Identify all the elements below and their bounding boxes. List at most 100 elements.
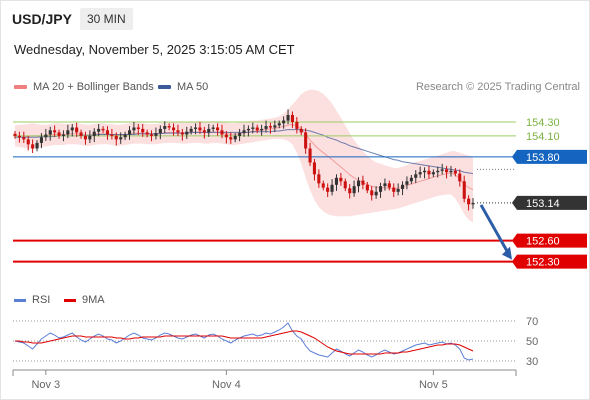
candle-body [330, 184, 334, 192]
candle-body [61, 134, 65, 136]
candle-body [172, 127, 176, 131]
candle-body [167, 126, 171, 128]
candle-body [207, 128, 211, 133]
forecast-arrow-line [479, 204, 511, 256]
chart-datetime: Wednesday, November 5, 2025 3:15:05 AM C… [14, 42, 295, 57]
candle-body [229, 137, 233, 140]
candle-body [176, 130, 180, 133]
candle-body [105, 130, 109, 135]
candle-body [409, 177, 413, 182]
candle-body [321, 183, 325, 188]
candle-body [44, 134, 48, 138]
candle-body [418, 172, 422, 175]
candle-body [379, 186, 383, 192]
candle-body [79, 132, 83, 136]
candle-body [348, 188, 352, 194]
candle-body [414, 174, 418, 178]
candle-body [114, 135, 118, 140]
candle-body [202, 130, 206, 133]
rsi-tick-label-2: 30 [526, 356, 538, 368]
candle-body [53, 130, 57, 133]
candle-body [246, 128, 250, 131]
candle-body [132, 127, 136, 131]
candle-body [286, 115, 290, 121]
candle-body [220, 130, 224, 135]
candle-body [299, 128, 303, 133]
candle-body [110, 134, 114, 136]
candle-body [163, 126, 167, 129]
candle-body [75, 127, 79, 133]
rsi-swatch [14, 298, 26, 302]
level-tag-3 [512, 233, 587, 248]
candle-body [31, 144, 35, 149]
candle-body [26, 139, 30, 145]
ma20-label: MA 20 + Bollinger Bands [33, 81, 154, 93]
candle-body [88, 135, 92, 140]
candle-body [334, 177, 338, 185]
candle-body [66, 130, 70, 135]
candle-body [198, 127, 202, 131]
candle-body [467, 198, 471, 205]
ma9-swatch [64, 298, 76, 302]
candle-body [352, 186, 356, 194]
candle-body [136, 127, 140, 129]
candle-body [180, 132, 184, 135]
ma20-swatch [14, 85, 27, 89]
candle-body [308, 148, 312, 163]
candle-body [22, 137, 26, 140]
candle-body [471, 202, 475, 205]
candle-body [423, 170, 427, 173]
x-axis-label-0: Nov 3 [31, 379, 60, 391]
candle-body [273, 125, 277, 128]
candle-body [150, 134, 154, 136]
candle-body [312, 162, 316, 175]
candle-body [211, 127, 215, 129]
ma9-label: 9MA [82, 294, 105, 306]
candle-body [158, 128, 162, 134]
candle-body [251, 127, 255, 129]
candle-body [189, 128, 193, 132]
candle-body [462, 181, 466, 199]
candle-body [17, 135, 21, 138]
candle-body [453, 170, 457, 174]
last-price-label: 153.14 [526, 198, 560, 210]
candle-body [268, 126, 272, 128]
candle-body [387, 183, 391, 188]
candle-body [361, 180, 365, 185]
candle-body [436, 170, 440, 173]
candle-body [123, 134, 127, 138]
candle-body [83, 135, 87, 140]
level-tag-4 [512, 254, 587, 269]
candle-body [440, 169, 444, 171]
candle-body [260, 128, 264, 131]
level-label-3: 152.60 [526, 236, 560, 248]
candle-body [383, 183, 387, 187]
x-axis-label-1: Nov 4 [212, 379, 241, 391]
candle-body [282, 120, 286, 124]
candle-body [392, 187, 396, 192]
candle-body [128, 130, 132, 135]
candle-body [194, 127, 198, 129]
candle-body [343, 181, 347, 189]
legend-rsi: RSI [14, 294, 50, 306]
last-price-tag [512, 195, 587, 210]
candle-body [57, 132, 61, 136]
candle-body [431, 172, 435, 175]
level-label-1: 154.10 [526, 131, 560, 143]
candle-body [449, 170, 453, 173]
chart-header: USD/JPY 30 MIN [1, 1, 590, 35]
timeframe-badge[interactable]: 30 MIN [80, 8, 133, 30]
level-label-4: 152.30 [526, 257, 560, 269]
candle-body [370, 190, 374, 196]
candle-body [357, 180, 361, 187]
candle-body [145, 132, 149, 135]
x-axis-label-2: Nov 5 [419, 379, 448, 391]
candle-body [326, 187, 330, 192]
rsi-tick-label-0: 70 [526, 316, 538, 328]
candle-body [92, 131, 96, 136]
rsi-tick-label-1: 50 [526, 336, 538, 348]
candle-body [401, 184, 405, 189]
candle-body [277, 123, 281, 126]
candle-body [119, 137, 123, 140]
candle-body [295, 121, 299, 129]
